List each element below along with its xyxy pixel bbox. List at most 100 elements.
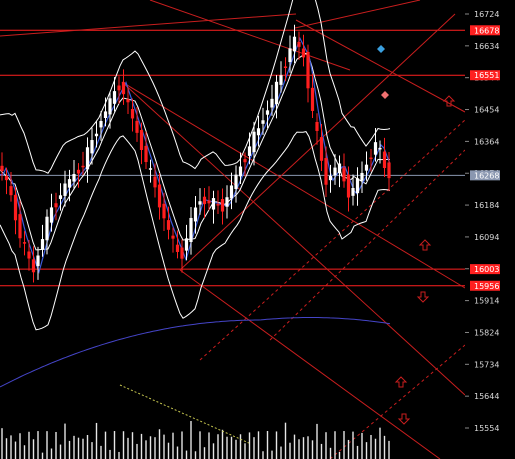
arrow-down-icon [416,291,430,303]
price-tick-label: 15554 [474,424,499,433]
bear-candle [135,120,139,133]
bull-candle [292,36,297,52]
price-tick-label: 16634 [474,42,499,51]
bear-candle [130,108,135,119]
bull-candle [94,133,99,137]
level-tag [470,25,500,36]
bull-candle [333,167,337,176]
channel-line-7 [294,0,421,29]
bull-candle [63,183,67,196]
bull-candle [90,140,94,154]
channel-line-5 [149,0,351,71]
bull-candle [189,217,193,242]
bear-candle [4,175,9,181]
bull-candle [40,239,45,250]
bull-candle [211,198,216,210]
bull-candle [328,175,333,181]
bull-candle [229,185,234,199]
bull-candle [364,164,369,171]
price-tick-label: 16094 [474,233,499,242]
bull-candle [279,75,283,85]
arrow-up-icon [394,376,408,388]
bear-candle [220,199,225,212]
bear-candle [301,48,306,58]
bull-candle [274,81,279,105]
bull-candle [247,146,252,156]
bear-candle [283,66,288,68]
bear-candle [31,259,36,273]
bear-candle [369,157,373,160]
bear-candle [81,165,85,168]
bull-candle [261,120,265,124]
bull-candle [288,48,292,63]
bull-candle [337,163,342,174]
price-tick-label: 15914 [474,297,499,306]
diamond-icon [377,45,385,53]
bear-candle [121,82,126,95]
bull-candle [184,238,189,251]
current-price-label: 16268 [474,171,499,180]
price-tick-label: 16364 [474,137,499,146]
dotted-indicator-line [119,384,250,444]
bear-candle [9,186,13,196]
bull-candle [99,120,103,128]
bear-candle [54,203,58,208]
price-tick-label: 16724 [474,10,499,19]
bear-candle [315,121,319,131]
bear-candle [180,247,184,259]
channel-line-1 [179,269,441,459]
bear-candle [144,145,148,163]
bear-candle [324,158,328,185]
bull-candle [45,216,49,241]
price-axis-background [465,0,515,459]
bear-candle [207,200,211,204]
bull-candle [36,255,40,267]
arrow-down-icon [397,413,411,425]
arrow-up-icon [418,239,432,251]
bull-candle [72,173,76,182]
signal-markers [377,45,456,425]
bear-candle [175,244,180,252]
bull-candle [265,110,270,115]
candlesticks [0,24,391,283]
bull-candle [58,195,63,199]
level-tag-label: 15956 [474,282,499,291]
bear-candle [202,196,207,205]
bull-candle [256,128,261,136]
price-axis: 1672416634165441645416364162741618416094… [465,0,515,459]
bull-candle [67,179,72,188]
bull-candle [49,207,54,223]
bollinger-lower [0,131,391,331]
bull-candle [198,201,202,205]
current-price-tag [470,170,500,181]
moving-average-line [0,36,391,275]
bear-candle [76,169,81,174]
bear-candle [13,194,18,221]
price-tick-label: 15644 [474,392,499,401]
bull-candle [252,131,256,153]
bull-candle [112,91,117,104]
bear-candle [346,174,351,198]
price-tick-label: 15734 [474,360,499,369]
bull-candle [355,178,360,194]
price-tick-label: 16184 [474,201,499,210]
bear-candle [27,251,31,259]
slow-average-line [0,317,391,388]
channel-line-0 [121,81,466,396]
bull-candle [238,166,243,177]
channel-line-2 [121,81,466,289]
bear-candle [162,203,166,219]
price-tick-label: 15824 [474,328,499,337]
level-tag-label: 16678 [474,26,499,35]
channel-dash-2 [269,149,466,341]
bull-candle [148,168,153,170]
bear-candle [387,162,391,179]
price-tick-label: 16454 [474,106,499,115]
bear-candle [166,220,171,230]
bear-candle [0,165,4,172]
bull-candle [351,187,355,196]
bull-candle [193,207,198,222]
price-grid [0,29,465,287]
bear-candle [319,137,324,161]
